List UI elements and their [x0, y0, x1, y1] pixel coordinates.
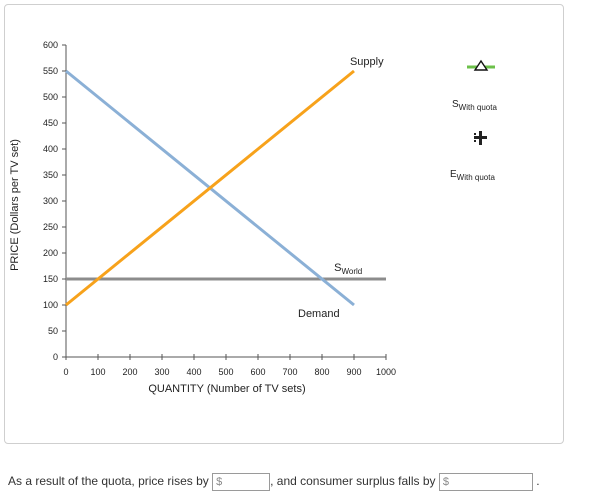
supply-demand-chart: 0 50 100 150 200 250 300 350 400 450 500 550 600 0 100… — [9, 40, 497, 395]
triangle-icon — [473, 59, 489, 71]
x-tick-label: 1000 — [376, 367, 396, 377]
question-part1: As a result of the quota, price rises by — [8, 474, 209, 489]
y-tick-label: 200 — [43, 248, 58, 258]
x-tick-label: 100 — [90, 367, 105, 377]
x-axis-title: QUANTITY (Number of TV sets) — [148, 383, 305, 395]
y-tick-label: 450 — [43, 118, 58, 128]
s-world-label: SWorld — [334, 262, 362, 276]
dollar-sign: $ — [442, 476, 449, 488]
consumer-surplus-input[interactable] — [439, 474, 532, 490]
supply-curve — [65, 69, 355, 307]
dollar-sign: $ — [216, 476, 223, 488]
legend-s-with-quota[interactable]: SWith quota — [452, 59, 497, 112]
price-rise-answer-box[interactable]: $ — [212, 473, 271, 491]
y-tick-label: 0 — [53, 352, 58, 362]
x-tick-label: 0 — [63, 367, 68, 377]
graph-panel — [4, 4, 564, 444]
x-tick-label: 900 — [346, 367, 361, 377]
s-with-quota-label: SWith quota — [452, 99, 497, 112]
x-tick-label: 200 — [122, 367, 137, 377]
consumer-surplus-answer-box[interactable]: $ — [438, 473, 533, 491]
question-text: As a result of the quota, price rises by… — [8, 473, 540, 491]
x-tick-label: 400 — [186, 367, 201, 377]
x-tick-label: 300 — [154, 367, 169, 377]
y-tick-label: 50 — [48, 326, 58, 336]
y-tick-label: 250 — [43, 222, 58, 232]
y-tick-label: 100 — [43, 300, 58, 310]
legend-e-with-quota[interactable]: EWith quota — [450, 131, 495, 182]
y-axis-title: PRICE (Dollars per TV set) — [9, 139, 21, 271]
plus-icon — [474, 131, 487, 145]
curve-labels-group: Supply Demand SWorld — [298, 56, 384, 320]
y-tick-label: 150 — [43, 274, 58, 284]
series-group — [65, 69, 386, 307]
price-rise-input[interactable] — [213, 474, 270, 490]
y-tick-label: 500 — [43, 92, 58, 102]
x-tick-label: 800 — [314, 367, 329, 377]
x-tick-label: 600 — [250, 367, 265, 377]
y-tick-label: 300 — [43, 196, 58, 206]
demand-label: Demand — [298, 308, 340, 320]
x-tick-label: 700 — [282, 367, 297, 377]
supply-label: Supply — [350, 56, 384, 68]
y-tick-label: 600 — [43, 40, 58, 50]
x-tick-label: 500 — [218, 367, 233, 377]
e-with-quota-label: EWith quota — [450, 169, 495, 182]
question-part2: , and consumer surplus falls by — [270, 474, 436, 489]
y-tick-label: 350 — [43, 170, 58, 180]
question-end: . — [536, 474, 540, 489]
y-tick-label: 400 — [43, 144, 58, 154]
ticks-group: 0 50 100 150 200 250 300 350 400 450 500 550 600 0 100… — [43, 40, 396, 377]
y-tick-label: 550 — [43, 66, 58, 76]
